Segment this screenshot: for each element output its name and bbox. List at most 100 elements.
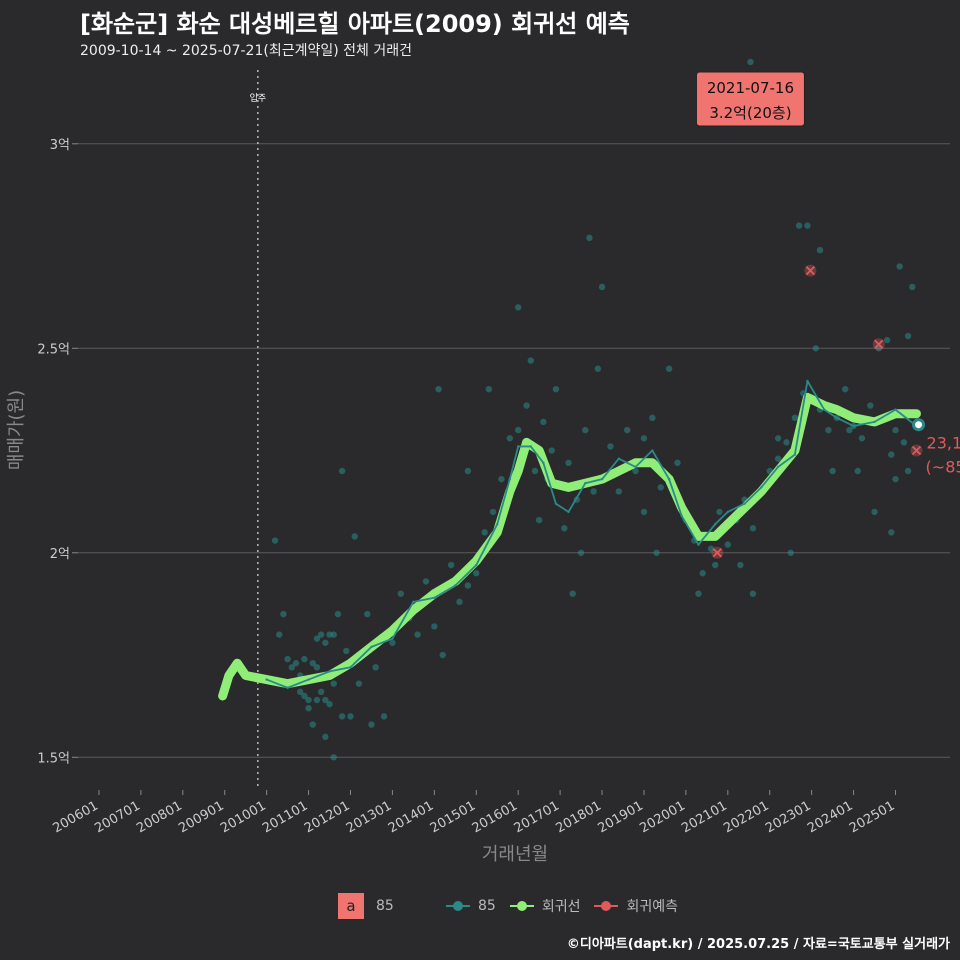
- latest-point-marker: [912, 418, 926, 432]
- x-tick-label: 200801: [134, 798, 184, 836]
- series-85-point: [412, 600, 415, 604]
- scatter-point: [485, 385, 493, 393]
- grid-lines: [78, 143, 950, 758]
- legend: a 85: [338, 893, 394, 919]
- x-tick-label: 202201: [721, 798, 771, 836]
- scatter-point: [309, 660, 316, 667]
- series-85-point: [286, 686, 289, 689]
- regression-point: [567, 485, 570, 489]
- series-85-point: [475, 563, 478, 567]
- scatter-point: [447, 561, 455, 569]
- regression-line: [218, 392, 921, 701]
- chart-subtitle: 2009-10-14 ~ 2025-07-21(최근계약일) 전체 거래건: [80, 43, 412, 59]
- series-85-point: [496, 522, 499, 526]
- x-tick-label: 200701: [92, 798, 142, 836]
- regression-point: [537, 449, 541, 453]
- x-tick-label: 201001: [218, 798, 268, 836]
- move-in-marker: 입주: [250, 70, 266, 790]
- scatter-point: [473, 570, 480, 577]
- scatter-point: [904, 467, 912, 475]
- scatter-point: [653, 549, 660, 556]
- scatter-point: [296, 688, 304, 696]
- scatter-point: [464, 582, 472, 589]
- regression-point: [805, 395, 809, 399]
- scatter-point: [841, 385, 849, 393]
- x-tick-label: 200901: [176, 798, 226, 836]
- scatter-point: [846, 426, 853, 434]
- scatter-point: [858, 435, 866, 442]
- regression-point: [617, 469, 621, 473]
- scatter-point: [565, 459, 572, 467]
- series-85-point: [793, 453, 797, 456]
- scatter-point: [368, 721, 375, 728]
- scatter-point: [397, 590, 405, 597]
- scatter-point: [707, 545, 715, 552]
- series-85-point: [328, 670, 331, 673]
- regression-point: [349, 661, 352, 665]
- scatter-point: [514, 426, 522, 434]
- scatter-point: [695, 590, 702, 597]
- regression-point: [495, 530, 499, 534]
- scatter-point: [816, 246, 824, 254]
- footer-credit: ©디아파트(dapt.kr) / 2025.07.25 / 자료=국토교통부 실…: [566, 937, 950, 952]
- legend-a-key: a: [338, 893, 364, 919]
- regression-point: [852, 416, 856, 420]
- scatter-point: [380, 713, 388, 720]
- legend-a-label: 85: [376, 898, 394, 914]
- x-tick-label: 202301: [763, 798, 813, 836]
- scatter-point: [456, 598, 463, 606]
- scatter-point: [439, 651, 446, 659]
- regression-point: [759, 489, 763, 493]
- scatter-point: [854, 467, 861, 475]
- scatter-point: [330, 754, 337, 761]
- scatter-point: [317, 688, 325, 696]
- scatter-point: [892, 475, 899, 483]
- regression-point: [634, 461, 638, 465]
- series-85-point: [667, 477, 671, 481]
- scatter-point: [280, 610, 287, 618]
- scatter-point: [431, 623, 438, 630]
- series-85-point: [852, 424, 855, 428]
- regression-point: [726, 522, 730, 526]
- x-tick-label: 201701: [512, 798, 562, 836]
- series-85-point: [806, 379, 809, 383]
- scatter-point: [292, 660, 300, 667]
- y-tick-label: 1.5억: [37, 751, 70, 766]
- regression-point: [822, 404, 826, 408]
- scatter-point: [867, 402, 874, 409]
- series-lines: [218, 379, 921, 701]
- x-tick-label: 202001: [637, 798, 687, 836]
- y-tick-label: 2억: [50, 547, 70, 562]
- regression-point: [696, 534, 700, 538]
- legend-85-icon: [446, 901, 470, 911]
- scatter-point: [590, 488, 597, 495]
- scatter-point: [649, 414, 656, 422]
- series-85-point: [634, 465, 637, 469]
- scatter-point: [422, 578, 430, 585]
- scatter-point: [514, 304, 522, 311]
- scatter-point: [464, 467, 472, 475]
- series-85-point: [584, 482, 587, 485]
- scatter-point: [594, 365, 602, 372]
- scatter-point: [498, 475, 505, 483]
- latest-value-label: 23,132: [927, 434, 960, 453]
- scatter-point: [276, 631, 283, 638]
- series-85-point: [516, 445, 520, 448]
- regression-point: [432, 592, 436, 596]
- scatter-point: [330, 631, 337, 638]
- regression-point: [227, 673, 231, 677]
- scatter-point: [351, 533, 358, 540]
- scatter-point: [900, 439, 908, 446]
- scatter-point: [548, 447, 555, 454]
- scatter-point: [271, 537, 279, 544]
- x-tick-label: 202501: [847, 798, 897, 836]
- scatter-point: [569, 590, 576, 597]
- scatter-point: [712, 561, 719, 569]
- prediction-x-icon: [712, 548, 722, 558]
- x-tick-label: 201601: [470, 798, 520, 836]
- scatter-point: [552, 385, 560, 393]
- scatter-point: [623, 426, 631, 434]
- legend-85-label: 85: [478, 898, 496, 914]
- series-85-point: [508, 477, 512, 481]
- scatter-point: [716, 508, 723, 516]
